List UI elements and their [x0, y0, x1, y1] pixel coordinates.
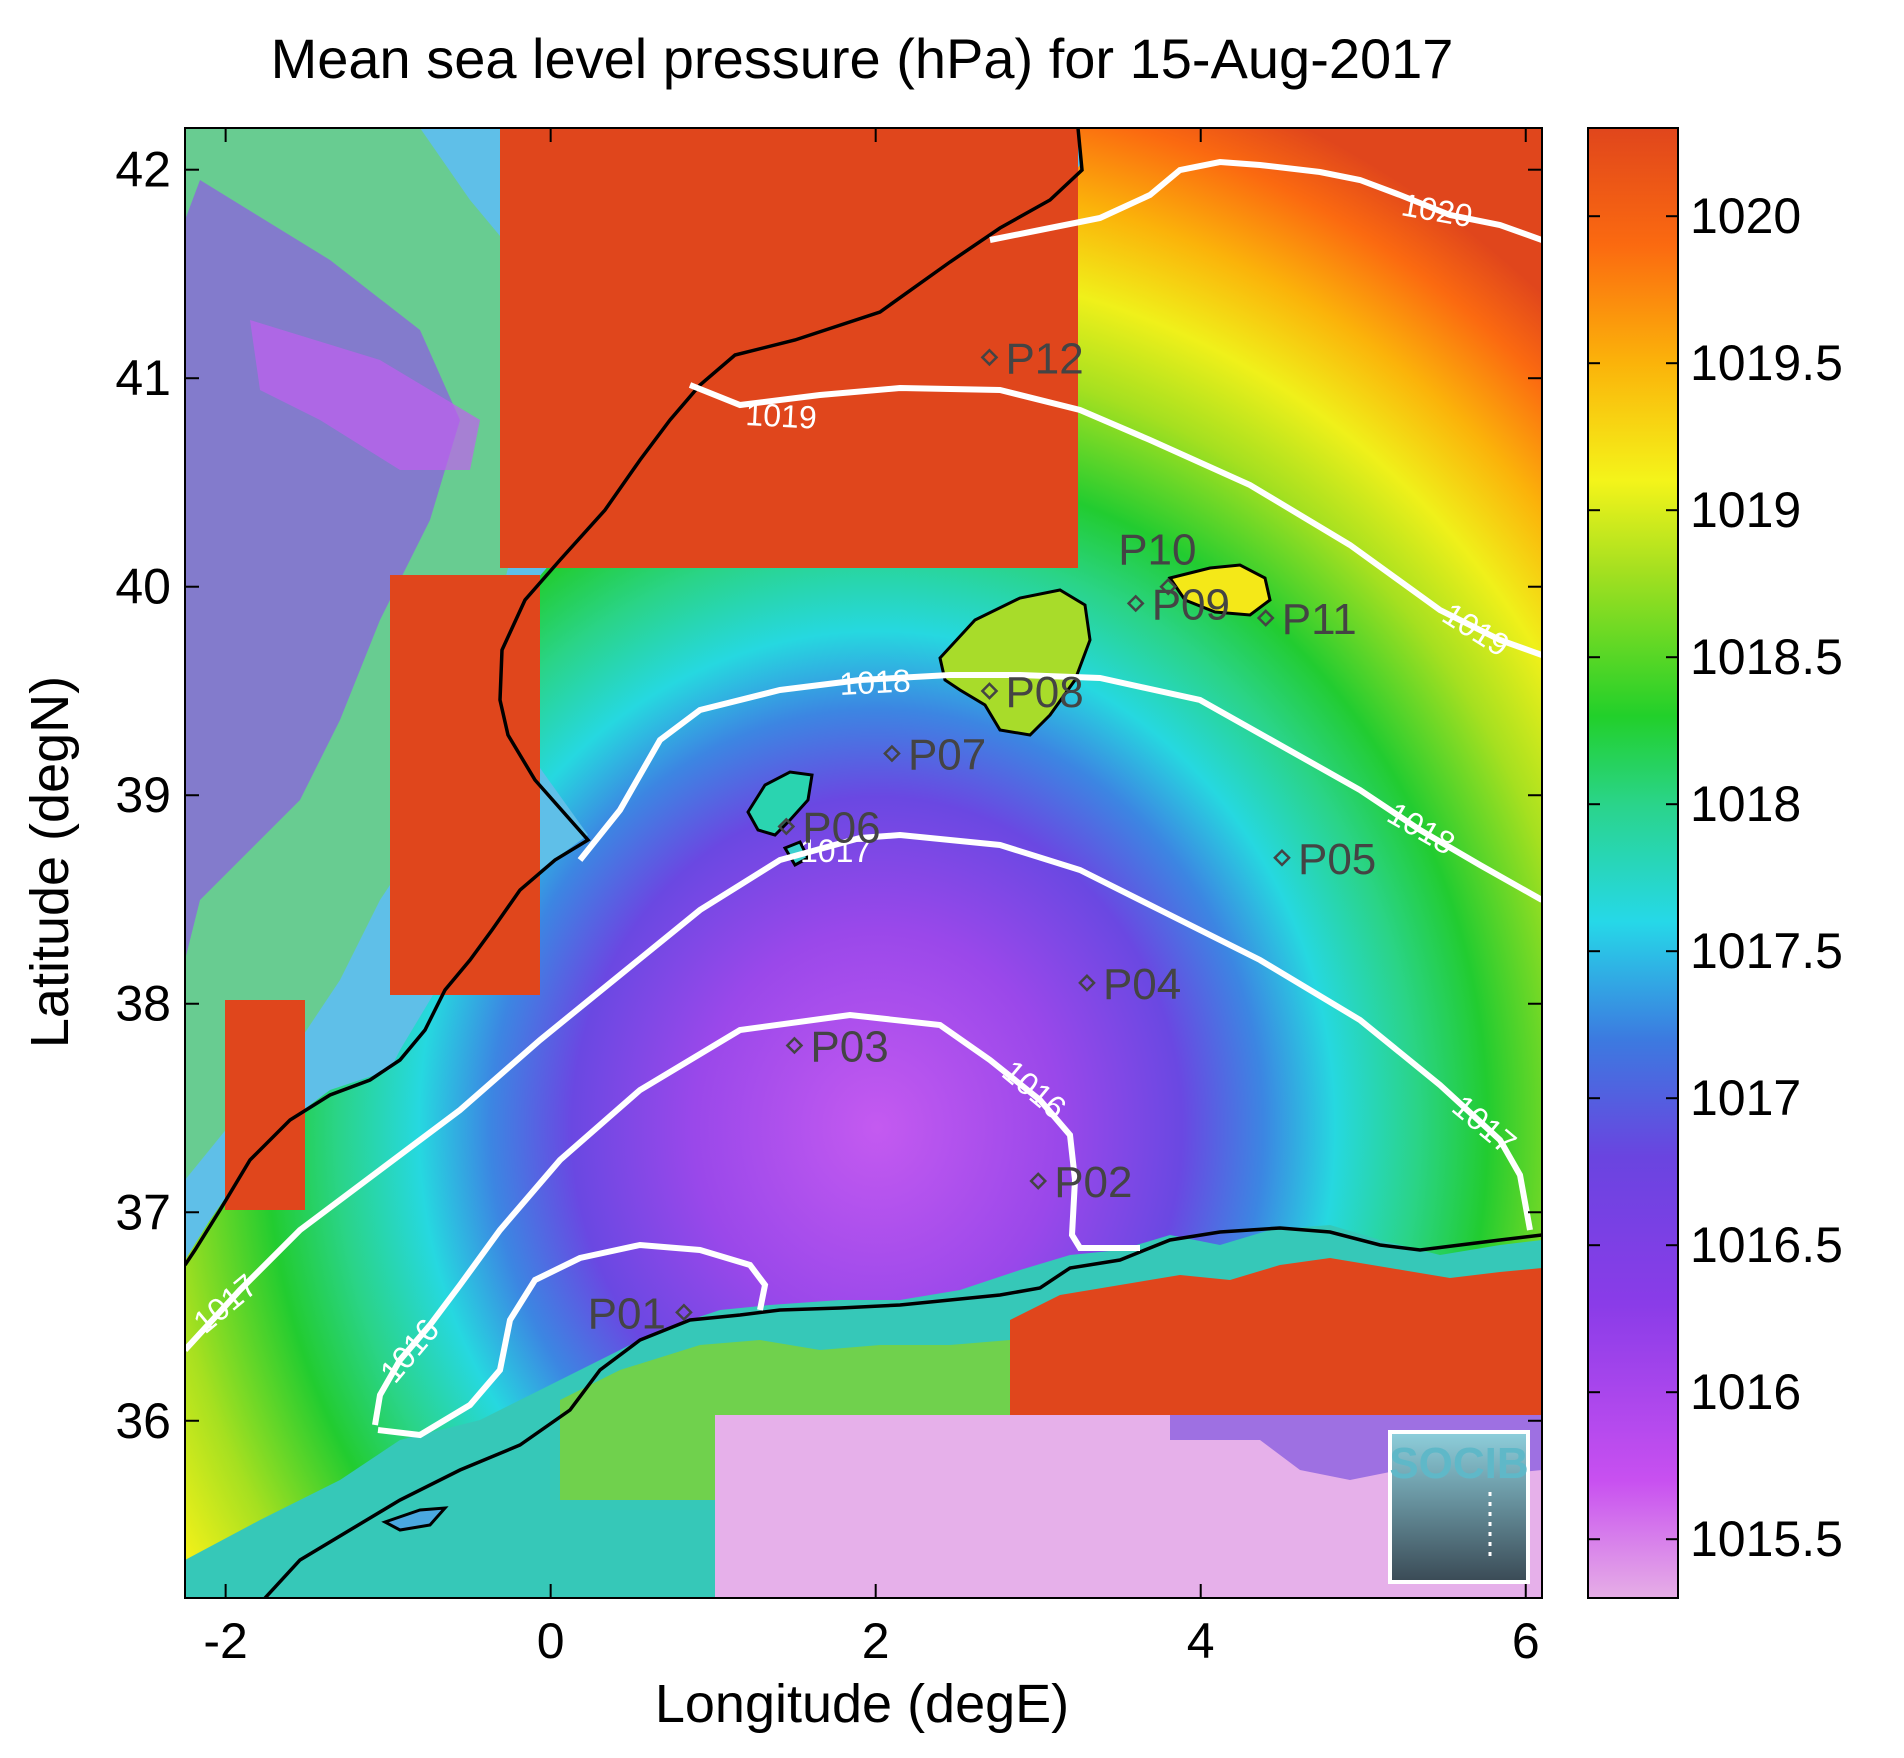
station-p03: P03: [785, 1022, 889, 1071]
contour-label-1019-west: 1019: [745, 396, 818, 436]
station-marker: [785, 1036, 804, 1055]
colorbar-tick-label: 1020: [1690, 188, 1801, 244]
station-label: P01: [588, 1289, 666, 1338]
station-p04: P04: [1078, 960, 1181, 1009]
station-label: P12: [1005, 334, 1083, 383]
colorbar-tick-label: 1018: [1690, 776, 1801, 832]
red-block-northeast: [500, 128, 1078, 568]
x-tick-label: 6: [1512, 1613, 1540, 1669]
contour-1017: [185, 831, 1533, 1353]
socib-logo: SOCIB: [1388, 1430, 1530, 1584]
y-tick-label: 38: [115, 976, 171, 1032]
y-axis-label: Latitude (degN): [20, 676, 80, 1048]
x-axis-label: Longitude (degE): [655, 1674, 1069, 1734]
mallorca-island: [938, 588, 1092, 737]
station-label: P10: [1118, 526, 1196, 575]
station-label: P04: [1103, 960, 1181, 1009]
x-axis-ticks: -2 0 2 4 6: [203, 128, 1540, 1669]
north-africa-green-zone: [560, 1340, 1010, 1500]
ibiza-island: [746, 770, 814, 837]
station-marker: [1078, 974, 1096, 992]
station-p08: P08: [980, 668, 1084, 717]
station-p12: P12: [980, 334, 1084, 383]
station-label: P06: [802, 804, 880, 853]
colorbar-tick-label: 1017.5: [1690, 923, 1843, 979]
colorbar-tick-label: 1017: [1690, 1070, 1801, 1126]
iberia-coastline: [185, 128, 1084, 1266]
red-block-west: [390, 575, 540, 995]
y-tick-label: 39: [115, 767, 171, 823]
x-tick-label: -2: [203, 1613, 247, 1669]
station-label: P03: [810, 1022, 888, 1071]
station-marker: [883, 744, 901, 763]
station-p01: P01: [588, 1289, 693, 1338]
station-marker: [980, 682, 999, 700]
station-p10: P10: [1118, 526, 1197, 596]
contour-1018: [577, 672, 1542, 903]
stations-layer: P01 P02 P03 P04 P05 P06 P07 P08 P09 P10 P11 P12: [588, 334, 1377, 1338]
colorbar-tick-label: 1016: [1690, 1364, 1801, 1420]
contour-1020: [989, 158, 1542, 243]
africa-coastline: [263, 1226, 1542, 1598]
x-tick-label: 0: [537, 1613, 565, 1669]
y-tick-label: 36: [115, 1393, 171, 1449]
y-tick-label: 42: [115, 142, 171, 198]
colorbar: [1587, 127, 1679, 1599]
contour-1019: [688, 382, 1542, 658]
y-tick-label: 37: [115, 1184, 171, 1240]
station-marker: [1029, 1172, 1048, 1190]
red-block-southwest: [225, 1000, 305, 1210]
north-africa-red-zone: [1010, 1258, 1542, 1415]
station-p05: P05: [1273, 835, 1376, 884]
x-tick-label: 2: [862, 1613, 890, 1669]
station-marker: [980, 348, 999, 367]
contour-label-1017-center: 1017: [800, 833, 871, 869]
plot-frame: [184, 127, 1543, 1599]
station-marker: [777, 817, 796, 836]
station-p07: P07: [883, 731, 986, 780]
station-marker: [1256, 609, 1275, 627]
station-p09: P09: [1126, 580, 1230, 629]
contour-lines: [185, 158, 1542, 1439]
station-label: P11: [1282, 595, 1357, 644]
station-marker: [1159, 577, 1178, 596]
colorbar-ticks: 1015.5 1016 1016.5 1017 1017.5 1018 1018.5 1019…: [1588, 188, 1843, 1567]
station-label: P08: [1005, 668, 1083, 717]
chart-title: Mean sea level pressure (hPa) for 15-Aug…: [271, 27, 1454, 90]
station-marker: [675, 1303, 693, 1322]
colorbar-tick-label: 1019: [1690, 482, 1801, 538]
station-label: P07: [908, 731, 986, 780]
contour-1016-inner: [377, 1241, 769, 1439]
y-tick-label: 40: [115, 559, 171, 615]
y-axis-ticks: 36 37 38 39 40 41 42: [115, 142, 1542, 1449]
colorbar-tick-label: 1016.5: [1690, 1217, 1843, 1273]
alboran-island: [381, 1506, 449, 1532]
station-marker: [1126, 594, 1145, 613]
station-p02: P02: [1029, 1158, 1133, 1207]
map-plot-area: 1020 1019 1019 1018 1018 1017 1017 1017 …: [185, 128, 1542, 1598]
contour-label-1018-west: 1018: [838, 662, 911, 702]
logo-background: [1388, 1430, 1530, 1584]
iberia-magenta-core: [250, 320, 480, 470]
station-marker: [1273, 848, 1291, 867]
station-p11: P11: [1256, 595, 1357, 644]
station-label: P09: [1152, 580, 1230, 629]
station-p06: P06: [777, 804, 881, 853]
x-tick-label: 4: [1187, 1613, 1215, 1669]
station-label: P05: [1298, 835, 1376, 884]
y-tick-label: 41: [115, 350, 171, 406]
colorbar-tick-label: 1015.5: [1690, 1511, 1843, 1567]
colorbar-tick-label: 1018.5: [1690, 629, 1843, 685]
station-label: P02: [1054, 1158, 1132, 1207]
contour-1016: [372, 1011, 1140, 1426]
colorbar-tick-label: 1019.5: [1690, 335, 1843, 391]
menorca-island: [1167, 563, 1272, 617]
logo-text: SOCIB: [1389, 1439, 1528, 1488]
